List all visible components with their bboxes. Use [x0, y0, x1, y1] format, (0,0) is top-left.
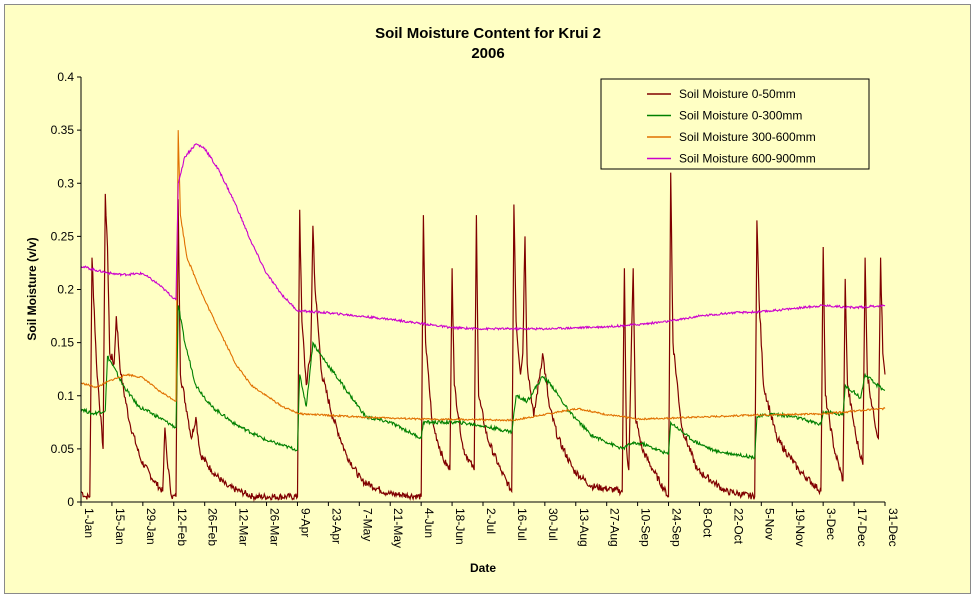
y-tick-label: 0.05	[51, 442, 75, 456]
y-tick-label: 0.2	[57, 283, 74, 297]
x-tick-label: 7-May	[360, 508, 374, 541]
chart-subtitle: 2006	[471, 45, 504, 62]
x-tick-label: 26-Mar	[268, 508, 282, 546]
x-tick-label: 29-Jan	[144, 508, 158, 545]
legend-label: Soil Moisture 0-50mm	[679, 87, 796, 101]
x-tick-label: 13-Aug	[577, 508, 591, 547]
y-tick-label: 0.3	[57, 176, 74, 190]
series-line-1	[80, 172, 886, 502]
series-line-4	[80, 143, 886, 332]
x-tick-label: 30-Jul	[546, 508, 560, 541]
x-tick-label: 12-Mar	[237, 508, 251, 546]
x-tick-label: 4-Jun	[422, 508, 436, 538]
x-tick-label: 5-Nov	[762, 508, 776, 540]
x-tick-label: 8-Oct	[700, 508, 714, 538]
legend-label: Soil Moisture 600-900mm	[679, 152, 816, 166]
x-tick-label: 19-Nov	[793, 508, 807, 547]
x-tick-label: 22-Oct	[731, 508, 745, 545]
y-axis-label: Soil Moisture (v/v)	[25, 237, 39, 340]
x-tick-label: 9-Apr	[298, 508, 312, 537]
x-tick-label: 2-Jul	[484, 508, 498, 534]
x-tick-label: 26-Feb	[206, 508, 220, 546]
y-tick-label: 0.4	[57, 70, 74, 84]
x-tick-label: 15-Jan	[113, 508, 127, 545]
x-tick-label: 10-Sep	[639, 508, 653, 547]
y-tick-label: 0.1	[57, 389, 74, 403]
y-tick-label: 0	[67, 495, 74, 509]
x-tick-label: 16-Jul	[515, 508, 529, 541]
legend-label: Soil Moisture 300-600mm	[679, 130, 816, 144]
x-tick-label: 21-May	[391, 508, 405, 548]
legend: Soil Moisture 0-50mm Soil Moisture 0-300m…	[600, 78, 870, 170]
x-tick-label: 17-Dec	[855, 508, 869, 547]
x-axis-label: Date	[470, 561, 496, 575]
x-tick-label: 31-Dec	[886, 508, 900, 547]
chart-svg: Soil Moisture Content for Krui 2 2006 0 0…	[25, 25, 900, 575]
y-tick-label: 0.35	[51, 123, 75, 137]
x-tick-label: 12-Feb	[175, 508, 189, 546]
y-tick-label: 0.15	[51, 336, 75, 350]
series-line-3	[80, 130, 886, 422]
chart-area: Soil Moisture Content for Krui 2 2006 0 0…	[4, 4, 971, 594]
x-tick-label: 3-Dec	[824, 508, 838, 540]
x-tick-label: 18-Jun	[453, 508, 467, 545]
x-tick-label: 23-Apr	[329, 508, 343, 544]
x-tick-label: 24-Sep	[670, 508, 684, 547]
x-tick-label: 27-Aug	[608, 508, 622, 547]
chart-title: Soil Moisture Content for Krui 2	[375, 25, 601, 42]
series-line-2	[80, 305, 886, 461]
legend-box	[600, 78, 870, 170]
legend-label: Soil Moisture 0-300mm	[679, 109, 802, 123]
y-tick-label: 0.25	[51, 229, 75, 243]
x-tick-label: 1-Jan	[82, 508, 96, 538]
